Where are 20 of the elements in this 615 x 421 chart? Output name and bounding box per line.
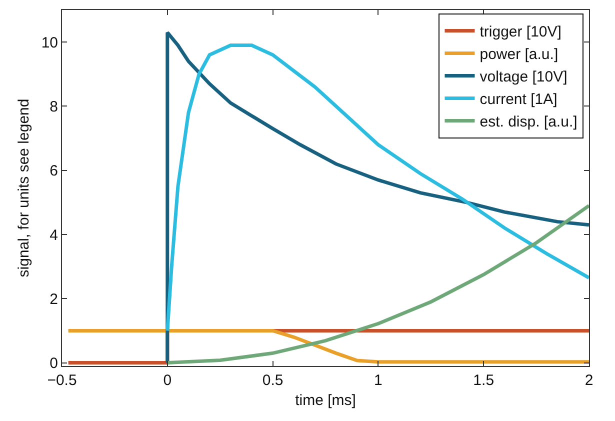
legend-label: est. disp. [a.u.] <box>480 114 578 131</box>
y-axis-title: signal, for units see legend <box>16 98 33 278</box>
y-tick-label: 2 <box>50 290 58 308</box>
x-tick-label: 1 <box>374 372 382 389</box>
y-tick-label: 0 <box>50 355 58 372</box>
y-tick-label: 4 <box>50 226 58 244</box>
legend-label: voltage [10V] <box>480 68 568 86</box>
x-tick-label: 1.5 <box>473 372 494 389</box>
y-tick-label: 8 <box>50 98 58 116</box>
legend-label: current [1A] <box>480 91 558 108</box>
y-tick-label: 6 <box>50 162 58 180</box>
x-tick-label: 0 <box>163 372 172 389</box>
y-tick-label: 10 <box>41 34 58 52</box>
x-axis-title: time [ms] <box>295 392 356 409</box>
line-series <box>166 204 589 365</box>
legend-label: trigger [10V] <box>480 24 562 41</box>
x-tick-label: −0.5 <box>47 372 77 389</box>
legend-label: power [a.u.] <box>480 46 558 64</box>
x-tick-label: 0.5 <box>262 372 284 389</box>
x-tick-label: 2 <box>584 372 594 389</box>
